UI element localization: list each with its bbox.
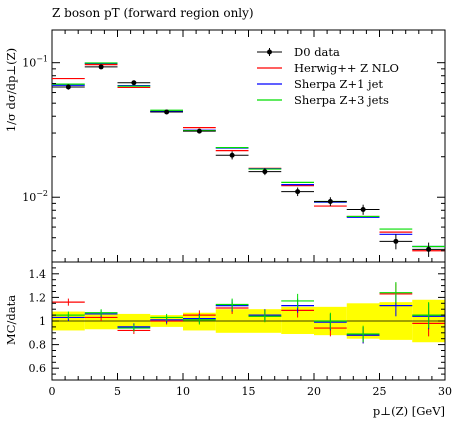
main-plot-axes: 10−2 10−1 [22,30,446,262]
x-tick-label: 15 [242,385,256,398]
legend-label: Herwig++ Z NLO [294,61,399,75]
data-point [327,198,333,204]
data-point [262,169,268,175]
x-axis-label: p⊥(Z) [GeV] [373,404,445,418]
y-tick-label-main: 10−2 [22,189,48,204]
legend-label: Sherpa Z+3 jets [294,93,389,107]
data-point [98,64,104,70]
x-tick-label: 10 [176,385,190,398]
chart-title: Z boson pT (forward region only) [52,6,254,20]
x-tick-label: 25 [373,385,387,398]
y-tick-label-ratio: 1.2 [29,291,47,304]
data-point [164,109,170,115]
main-plot-marks [52,62,445,257]
data-point [131,80,137,86]
x-tick-label: 0 [49,385,56,398]
x-tick-label: 20 [307,385,321,398]
y-axis-label-ratio: MC/data [4,295,18,345]
data-point [295,189,301,195]
legend-label: Sherpa Z+1 jet [294,77,383,91]
y-tick-label-ratio: 1.4 [29,268,47,281]
x-tick-label: 30 [438,385,452,398]
ratio-plot-axes: 0 5 10 15 20 25 30 0.6 0.8 1 1.2 1.4 [29,261,452,398]
legend-label: D0 data [294,45,340,59]
y-tick-label-ratio: 1 [39,315,46,328]
data-point [229,152,235,158]
data-point [65,84,71,90]
legend: D0 data Herwig++ Z NLO Sherpa Z+1 jet Sherp… [257,45,399,107]
legend-swatch-marker [267,49,272,55]
y-axis-label-main: 1/σ dσ/dp⊥(Z) [4,48,18,132]
y-tick-label-main: 10−1 [22,55,48,70]
data-point [360,207,366,213]
data-point [393,238,399,244]
ratio-plot-marks [52,282,445,344]
y-tick-label-ratio: 0.8 [29,339,47,352]
x-tick-label: 5 [114,385,121,398]
data-point [426,246,432,252]
y-tick-label-ratio: 0.6 [29,362,47,375]
data-point [196,128,202,134]
